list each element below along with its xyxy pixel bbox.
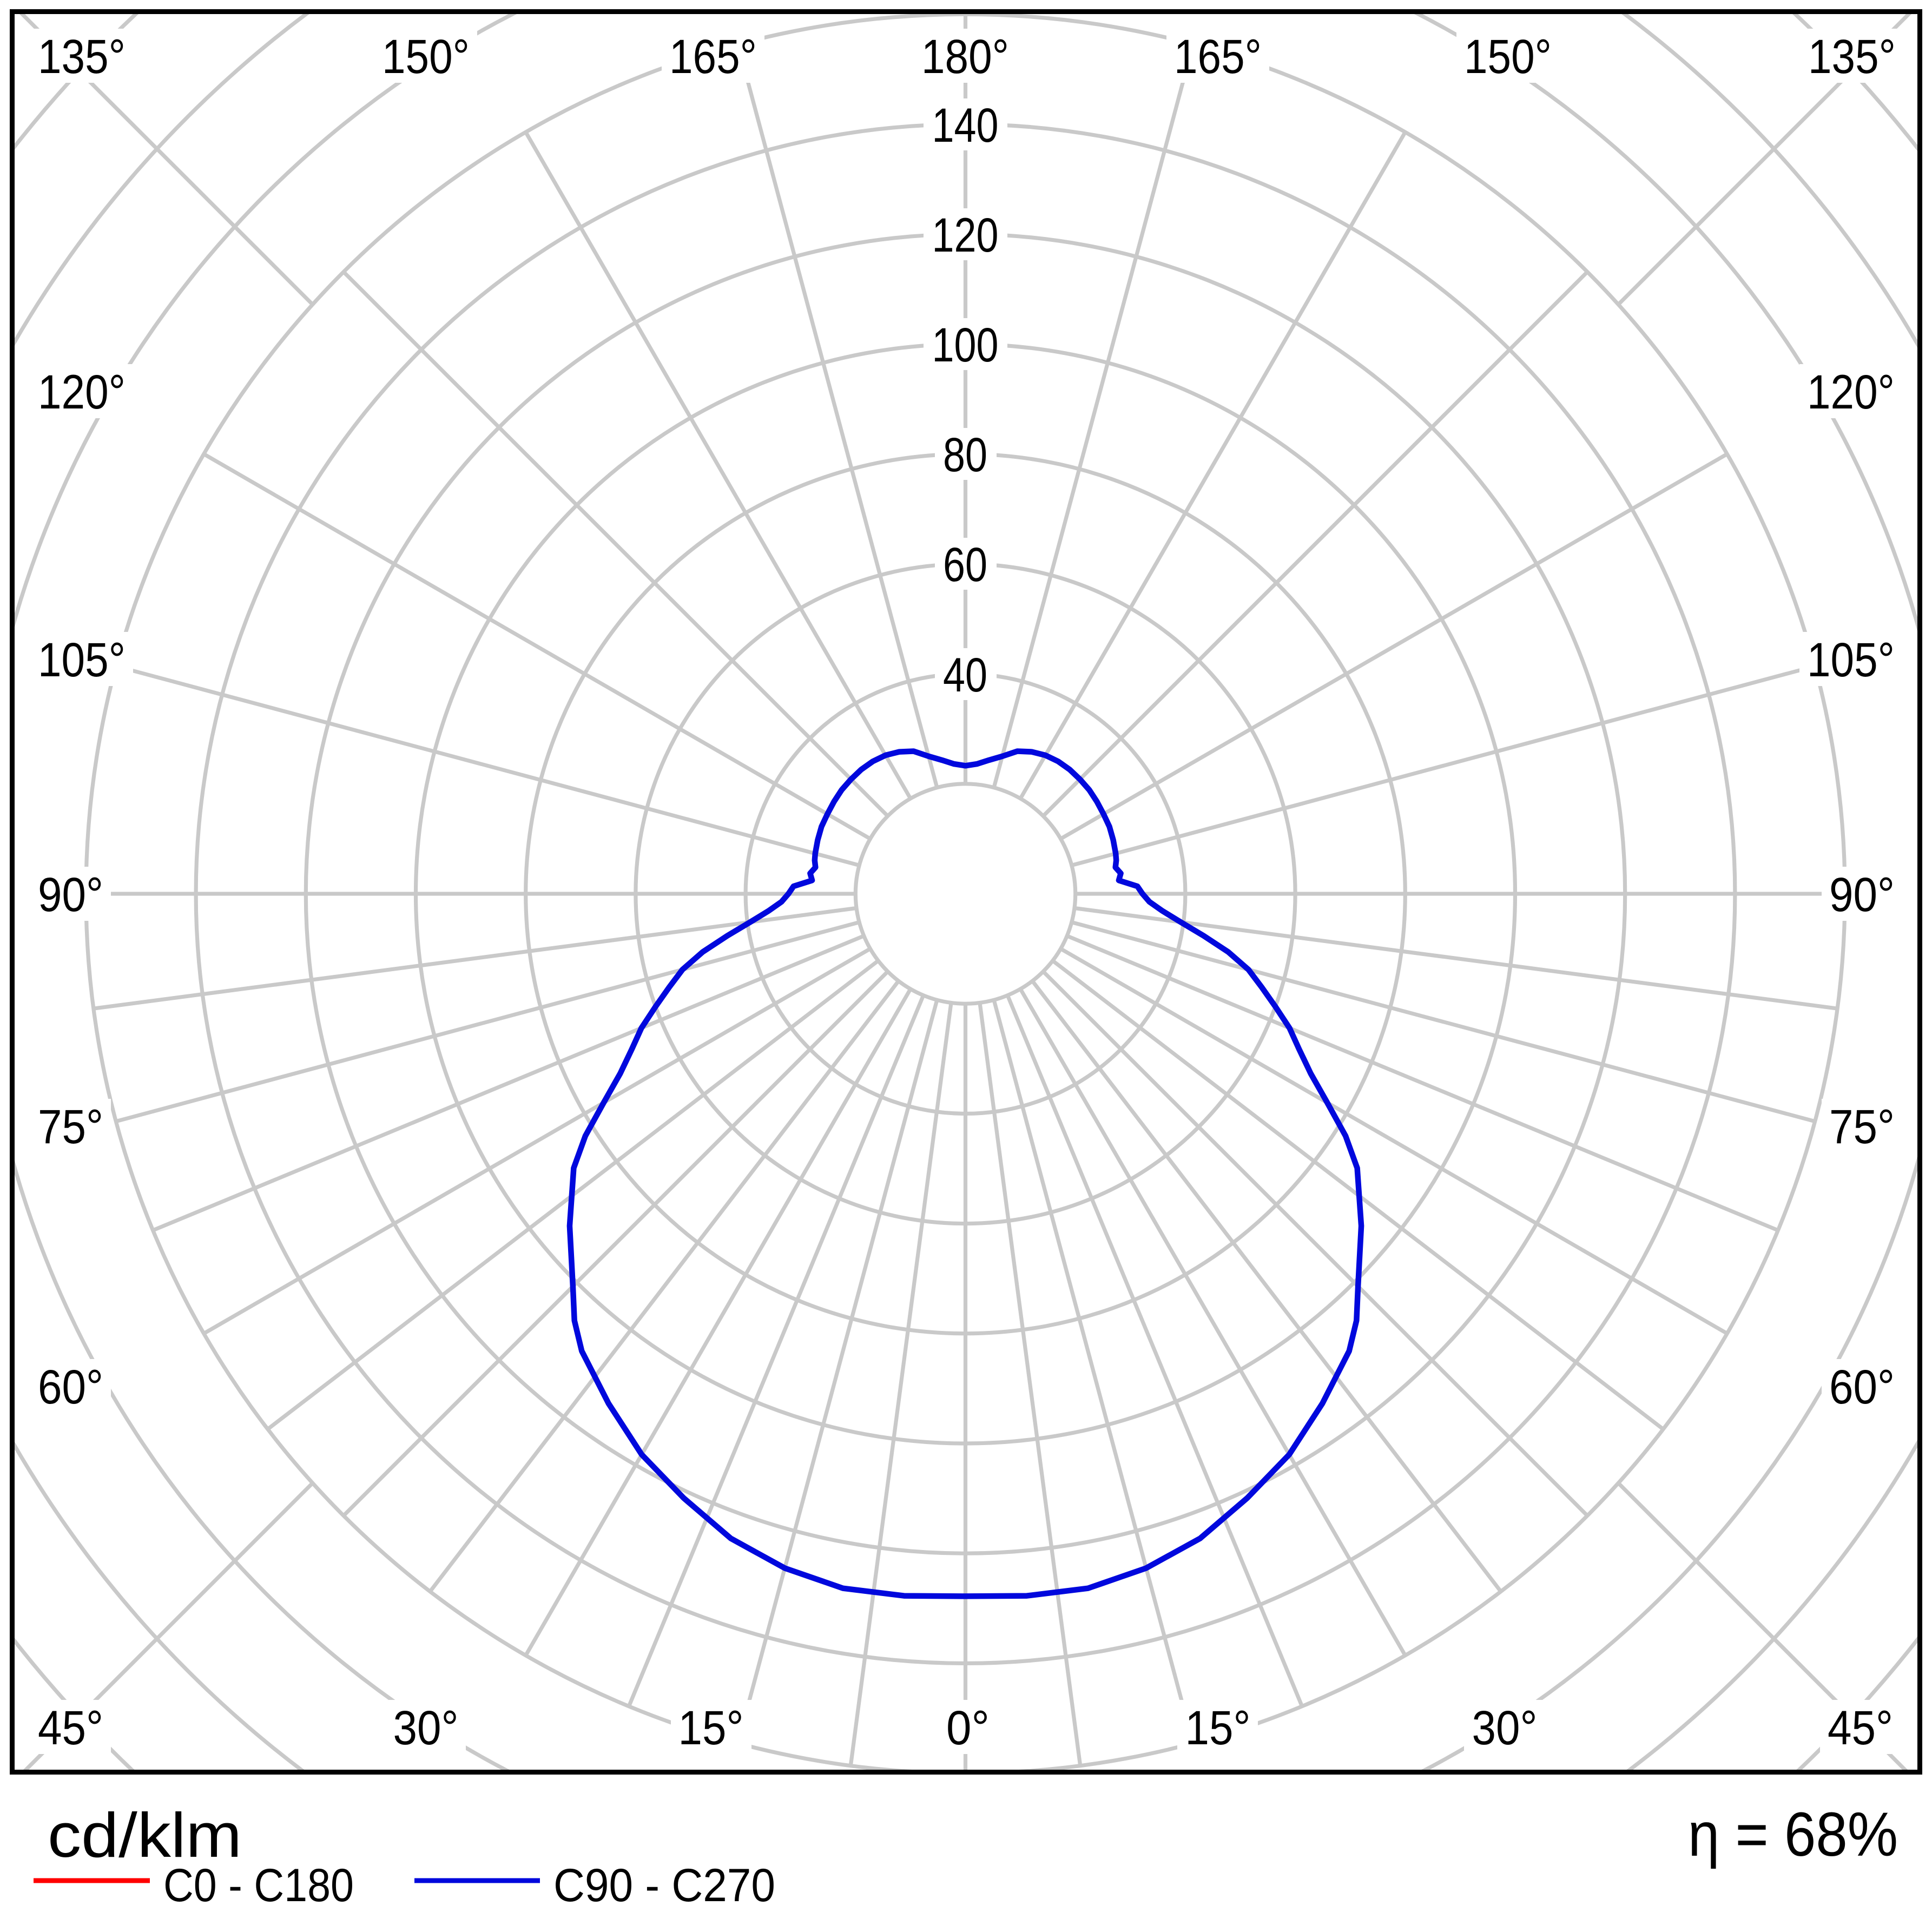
svg-text:150°: 150° bbox=[382, 29, 470, 83]
svg-text:η = 68%: η = 68% bbox=[1688, 1800, 1898, 1869]
svg-text:105°: 105° bbox=[38, 632, 126, 687]
svg-text:180°: 180° bbox=[921, 29, 1009, 83]
svg-text:60: 60 bbox=[943, 537, 987, 591]
svg-text:15°: 15° bbox=[1185, 1700, 1251, 1755]
svg-text:30°: 30° bbox=[1472, 1700, 1538, 1755]
svg-text:90°: 90° bbox=[38, 867, 103, 921]
svg-text:120°: 120° bbox=[38, 365, 126, 419]
svg-text:C90 - C270: C90 - C270 bbox=[553, 1860, 775, 1911]
svg-text:40: 40 bbox=[943, 648, 987, 702]
svg-text:135°: 135° bbox=[1808, 29, 1896, 83]
svg-text:150°: 150° bbox=[1464, 29, 1552, 83]
svg-text:75°: 75° bbox=[38, 1099, 103, 1153]
svg-text:165°: 165° bbox=[1174, 29, 1262, 83]
svg-text:60°: 60° bbox=[38, 1360, 103, 1414]
svg-text:90°: 90° bbox=[1829, 867, 1895, 921]
svg-text:45°: 45° bbox=[38, 1700, 103, 1755]
svg-text:135°: 135° bbox=[38, 29, 126, 83]
svg-text:75°: 75° bbox=[1829, 1099, 1895, 1153]
svg-text:80: 80 bbox=[943, 427, 987, 482]
svg-text:100: 100 bbox=[932, 318, 999, 372]
svg-text:165°: 165° bbox=[669, 29, 757, 83]
svg-text:0°: 0° bbox=[946, 1700, 990, 1755]
svg-text:15°: 15° bbox=[678, 1700, 744, 1755]
svg-text:120: 120 bbox=[932, 208, 999, 262]
svg-text:140: 140 bbox=[932, 98, 999, 152]
svg-text:C0 - C180: C0 - C180 bbox=[163, 1860, 354, 1911]
svg-text:60°: 60° bbox=[1829, 1360, 1895, 1414]
svg-text:120°: 120° bbox=[1807, 365, 1895, 419]
svg-text:105°: 105° bbox=[1807, 632, 1895, 687]
svg-text:30°: 30° bbox=[393, 1700, 459, 1755]
svg-text:45°: 45° bbox=[1828, 1700, 1893, 1755]
svg-text:cd/klm: cd/klm bbox=[48, 1800, 242, 1870]
